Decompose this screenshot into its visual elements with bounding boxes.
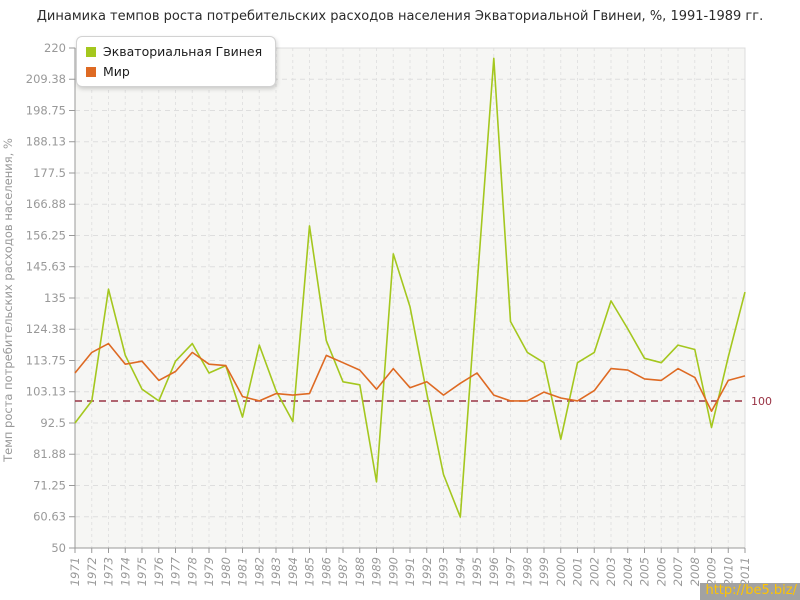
x-axis-tick-label: 2003	[604, 557, 618, 586]
legend-item-world[interactable]: Мир	[86, 64, 262, 79]
x-axis-tick-label: 1978	[185, 557, 199, 586]
y-axis-tick-label: 92.5	[40, 416, 66, 430]
chart-title: Динамика темпов роста потребительских ра…	[36, 9, 764, 24]
x-axis-tick-label: 1991	[403, 557, 417, 586]
x-axis-tick-label: 1987	[336, 556, 350, 586]
x-axis-tick-label: 1974	[118, 557, 132, 586]
legend-label-equatorial-guinea: Экваториальная Гвинея	[103, 44, 263, 59]
legend-label-world: Мир	[103, 64, 130, 79]
x-axis-tick-label: 1995	[470, 557, 484, 586]
x-axis-tick-label: 2004	[621, 557, 635, 586]
y-axis-tick-label: 113.75	[26, 354, 66, 368]
x-axis-tick-label: 1989	[370, 557, 384, 586]
x-axis-tick-label: 2001	[571, 557, 585, 586]
x-axis-tick-label: 2007	[671, 556, 685, 586]
x-axis-tick-label: 1996	[487, 557, 501, 586]
y-axis-tick-label: 188.13	[26, 135, 66, 149]
x-axis-tick-label: 1973	[102, 557, 116, 586]
x-axis-tick-label: 1993	[437, 557, 451, 586]
x-axis-tick-label: 1999	[537, 557, 551, 586]
x-axis-tick-label: 1986	[319, 557, 333, 586]
y-axis-tick-label: 156.25	[26, 229, 66, 243]
x-axis-tick-label: 2011	[738, 557, 752, 586]
x-axis-tick-label: 1972	[85, 557, 99, 586]
y-axis-tick-label: 177.5	[33, 166, 66, 180]
series-line-equatorial-guinea	[74, 57, 746, 518]
x-axis-tick-label: 1977	[169, 556, 183, 586]
x-axis-tick-label: 2000	[554, 557, 568, 586]
x-axis-tick-label: 1984	[286, 557, 300, 586]
x-axis-tick-label: 2002	[587, 557, 601, 586]
x-axis-tick-label: 2008	[688, 557, 702, 586]
x-axis-tick-label: 1983	[269, 557, 283, 586]
x-axis-tick-label: 2009	[705, 557, 719, 586]
x-axis-tick-label: 1971	[68, 557, 82, 586]
x-axis-tick-label: 1979	[202, 557, 216, 586]
y-axis-tick-label: 71.25	[33, 479, 66, 493]
y-axis-tick-label: 166.88	[26, 197, 66, 211]
y-axis-tick-label: 124.38	[26, 322, 66, 336]
legend-marker-equatorial-guinea	[86, 46, 96, 57]
legend-marker-world	[86, 66, 96, 77]
x-axis-tick-label: 1982	[252, 557, 266, 586]
x-axis-tick-label: 1980	[219, 557, 233, 586]
x-axis-tick-label: 1990	[386, 557, 400, 586]
chart-legend: Экваториальная Гвинея Мир	[76, 36, 277, 87]
y-axis-tick-label: 60.63	[33, 510, 66, 524]
legend-item-equatorial-guinea[interactable]: Экваториальная Гвинея	[86, 44, 262, 59]
series-line-world	[74, 342, 746, 413]
x-axis-tick-label: 1998	[520, 557, 534, 586]
reference-line-label: 100	[751, 395, 772, 408]
y-axis-tick-label: 135	[44, 291, 66, 305]
watermark-link[interactable]: http://be5.biz/	[700, 583, 800, 600]
y-axis-tick-label: 198.75	[26, 104, 66, 118]
x-axis-tick-label: 1988	[353, 557, 367, 586]
y-axis-title: Темп роста потребительских расходов насе…	[1, 138, 15, 463]
x-axis-tick-label: 1985	[303, 557, 317, 586]
x-axis-tick-label: 1975	[135, 557, 149, 586]
y-axis-tick-label: 81.88	[33, 447, 66, 461]
x-axis-tick-label: 2006	[654, 557, 668, 586]
y-axis-tick-label: 209.38	[26, 72, 66, 86]
x-axis-tick-label: 1997	[504, 556, 518, 586]
y-axis-tick-label: 50	[51, 541, 66, 555]
x-axis-tick-label: 1981	[236, 557, 250, 586]
y-axis-tick-label: 103.13	[26, 385, 66, 399]
y-axis-tick-label: 145.63	[26, 260, 66, 274]
x-axis-tick-label: 1994	[453, 557, 467, 586]
y-axis-tick-label: 220	[44, 41, 66, 55]
x-axis-tick-label: 1992	[420, 557, 434, 586]
x-axis-tick-label: 1976	[152, 557, 166, 586]
x-axis-tick-label: 2005	[638, 557, 652, 586]
x-axis-tick-label: 2010	[721, 557, 735, 586]
